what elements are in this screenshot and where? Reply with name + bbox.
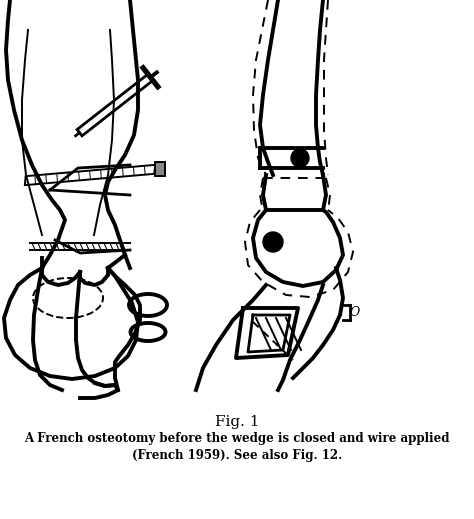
Ellipse shape — [129, 294, 167, 316]
Text: Fig. 1: Fig. 1 — [215, 415, 259, 429]
Circle shape — [291, 149, 309, 167]
Text: A French osteotomy before the wedge is closed and wire applied: A French osteotomy before the wedge is c… — [24, 432, 450, 445]
Polygon shape — [155, 162, 165, 176]
Text: (French 1959). See also Fig. 12.: (French 1959). See also Fig. 12. — [132, 449, 342, 462]
Circle shape — [263, 232, 283, 252]
Ellipse shape — [130, 323, 165, 341]
Text: O: O — [350, 306, 360, 319]
Polygon shape — [25, 165, 155, 185]
Polygon shape — [77, 74, 153, 136]
